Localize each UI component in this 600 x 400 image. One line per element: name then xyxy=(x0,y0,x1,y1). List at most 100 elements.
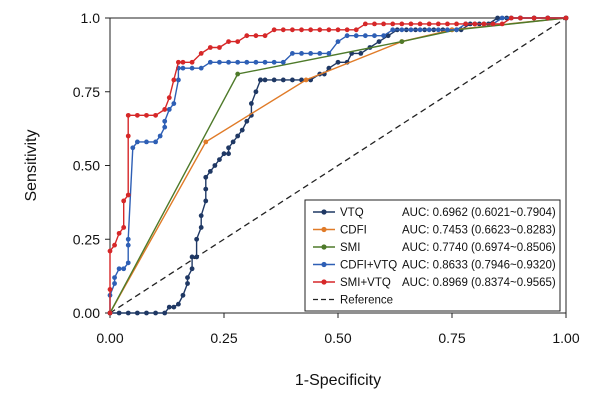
data-point-vtq xyxy=(166,304,172,310)
legend-swatch-marker xyxy=(321,244,327,250)
data-point-smi-vtq xyxy=(262,33,268,39)
data-point-cdfi-vtq xyxy=(125,260,131,266)
legend-series-name: CDFI xyxy=(340,225,367,237)
legend-swatch-marker xyxy=(321,209,327,215)
data-point-cdfi-vtq xyxy=(153,139,159,145)
x-axis-title: 1-Specificity xyxy=(295,372,381,389)
data-point-smi-vtq xyxy=(454,21,459,27)
data-point-smi-vtq xyxy=(153,112,159,118)
legend-swatch-marker xyxy=(321,279,327,285)
y-axis-title: Sensitivity xyxy=(23,129,40,201)
data-point-smi-vtq xyxy=(107,310,113,316)
data-point-smi-vtq xyxy=(112,242,117,248)
data-point-cdfi-vtq xyxy=(426,27,432,33)
data-point-vtq xyxy=(495,15,500,21)
data-point-cdfi xyxy=(303,77,309,83)
data-point-cdfi-vtq xyxy=(399,27,405,33)
data-point-vtq xyxy=(326,65,332,71)
data-point-smi-vtq xyxy=(107,248,113,254)
data-point-smi-vtq xyxy=(518,15,523,21)
legend-series-name: CDFI+VTQ xyxy=(340,260,397,272)
data-point-smi-vtq xyxy=(217,45,222,50)
data-point-vtq xyxy=(203,186,209,192)
data-point-cdfi-vtq xyxy=(353,33,359,39)
data-point-vtq xyxy=(198,225,204,230)
data-point-cdfi-vtq xyxy=(189,65,195,71)
data-point-smi-vtq xyxy=(166,95,172,101)
data-point-vtq xyxy=(189,254,195,260)
data-point-vtq xyxy=(226,151,231,157)
data-point-cdfi-vtq xyxy=(299,51,304,56)
data-point-smi-vtq xyxy=(271,27,277,33)
axes: 0.00 0.25 0.50 0.75 1.00 0.00 0.25 0.50 0.75 1.0 xyxy=(73,10,580,346)
data-point-smi-vtq xyxy=(171,77,177,83)
data-point-cdfi-vtq xyxy=(290,51,295,56)
data-point-vtq xyxy=(385,33,391,39)
data-point-smi xyxy=(399,39,405,44)
data-point-smi-vtq xyxy=(207,45,213,50)
data-point-smi-vtq xyxy=(326,27,332,33)
data-point-smi-vtq xyxy=(116,230,122,236)
data-point-vtq xyxy=(171,304,177,310)
x-tick-label: 0.50 xyxy=(324,330,351,346)
data-point-cdfi-vtq xyxy=(417,27,423,33)
data-point-vtq xyxy=(207,169,213,174)
data-point-vtq xyxy=(253,89,259,95)
data-point-cdfi-vtq xyxy=(112,275,117,280)
data-point-vtq xyxy=(217,157,222,163)
data-point-smi-vtq xyxy=(244,33,250,39)
y-tick-label: 0.00 xyxy=(73,305,100,321)
data-point-cdfi-vtq xyxy=(207,59,213,65)
data-point-vtq xyxy=(290,77,295,83)
data-point-cdfi-vtq xyxy=(280,59,286,65)
data-point-vtq xyxy=(198,213,204,219)
legend-box xyxy=(304,199,561,312)
data-point-cdfi-vtq xyxy=(499,15,505,21)
data-point-smi-vtq xyxy=(563,15,569,21)
data-point-smi-vtq xyxy=(280,27,286,33)
data-point-cdfi-vtq xyxy=(408,27,414,33)
data-point-cdfi-vtq xyxy=(335,39,341,44)
data-point-smi-vtq xyxy=(125,192,131,198)
data-point-smi-vtq xyxy=(121,198,127,204)
data-point-cdfi-vtq xyxy=(317,51,323,56)
y-tick-label: 0.25 xyxy=(73,231,100,247)
data-point-smi-vtq xyxy=(426,21,432,27)
data-point-smi-vtq xyxy=(235,39,241,44)
data-point-vtq xyxy=(194,254,200,260)
data-point-smi-vtq xyxy=(399,21,405,27)
data-point-smi-vtq xyxy=(531,15,537,21)
data-point-vtq xyxy=(358,51,364,56)
data-point-smi-vtq xyxy=(417,21,423,27)
series-layer xyxy=(107,15,569,316)
data-point-vtq xyxy=(235,133,241,139)
data-point-smi-vtq xyxy=(198,51,204,56)
reference-line xyxy=(109,17,567,314)
data-point-vtq xyxy=(180,292,186,298)
data-point-cdfi-vtq xyxy=(262,59,268,65)
data-point-smi-vtq xyxy=(226,39,231,44)
y-tick-label: 1.0 xyxy=(81,10,101,26)
data-point-smi-vtq xyxy=(435,21,441,27)
legend-series-name: SMI+VTQ xyxy=(340,277,391,289)
data-point-smi-vtq xyxy=(472,21,478,27)
data-point-smi-vtq xyxy=(353,27,359,33)
data-point-cdfi-vtq xyxy=(121,266,127,272)
legend-series-name: VTQ xyxy=(340,207,364,219)
data-point-cdfi-vtq xyxy=(162,124,168,130)
data-point-cdfi-vtq xyxy=(308,51,314,56)
data-point-cdfi-vtq xyxy=(125,242,131,248)
data-point-vtq xyxy=(185,281,190,286)
legend-swatch-marker xyxy=(321,261,327,268)
data-point-cdfi-vtq xyxy=(244,59,250,65)
data-point-cdfi-vtq xyxy=(344,33,350,39)
data-point-vtq xyxy=(226,145,231,151)
data-point-cdfi-vtq xyxy=(454,27,459,33)
data-point-smi-vtq xyxy=(490,21,496,27)
x-tick-label: 0.00 xyxy=(96,330,123,346)
data-point-smi-vtq xyxy=(381,21,386,27)
data-point-vtq xyxy=(144,310,149,316)
data-point-smi-vtq xyxy=(545,15,551,21)
data-point-vtq xyxy=(162,310,168,316)
